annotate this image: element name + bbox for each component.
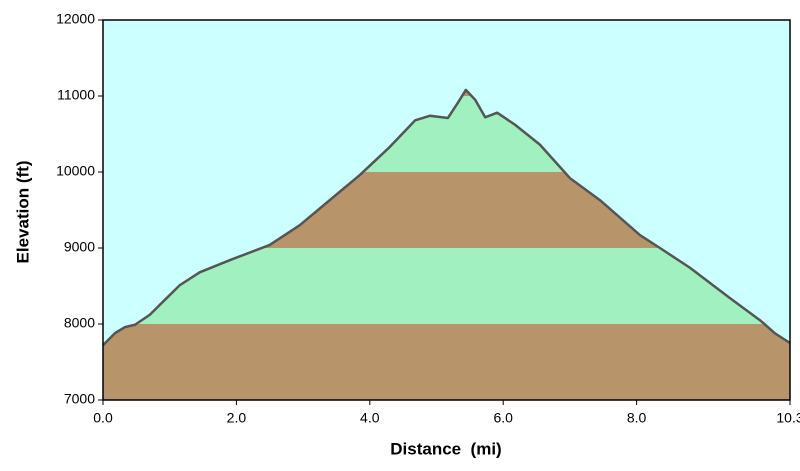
x-tick-label: 10.3	[776, 410, 800, 426]
y-axis-label: Elevation (ft)	[13, 161, 32, 264]
x-axis-label: Distance (mi)	[390, 439, 501, 458]
y-tick-label: 11000	[57, 87, 95, 103]
x-tick-label: 4.0	[360, 410, 380, 426]
profile-line	[102, 88, 791, 347]
y-tick-label: 7000	[64, 391, 95, 407]
x-tick-label: 6.0	[493, 410, 513, 426]
plot-frame	[102, 19, 791, 401]
y-tick-label: 10000	[56, 163, 95, 179]
elevation-band	[103, 324, 790, 400]
y-tick-label: 12000	[56, 11, 95, 27]
x-tick-label: 8.0	[627, 410, 647, 426]
x-tick-label: 2.0	[227, 410, 247, 426]
x-tick-label: 0.0	[93, 410, 113, 426]
y-tick-label: 8000	[64, 315, 95, 331]
y-tick-label: 9000	[64, 239, 95, 255]
